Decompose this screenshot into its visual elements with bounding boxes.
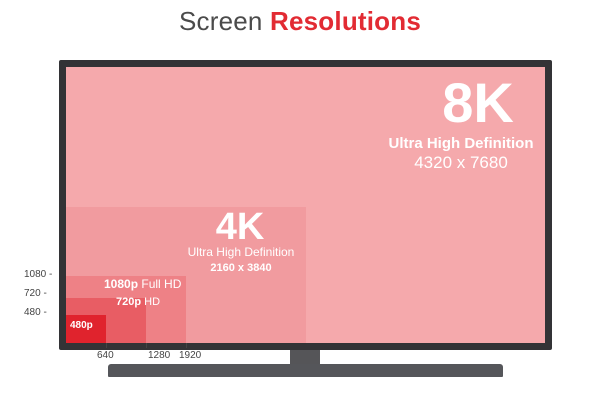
- y-tick-label-720: 720 -: [24, 288, 47, 299]
- label-8k: 8K: [442, 71, 514, 134]
- tv-screen-8k-area: 8K Ultra High Definition 4320 x 7680 4K …: [66, 67, 545, 343]
- y-tick-label-1080: 1080 -: [24, 269, 53, 280]
- tv-stand-neck: [290, 350, 320, 364]
- label-8k-subtitle: Ultra High Definition: [388, 135, 534, 152]
- x-tick-1280: [146, 343, 147, 348]
- label-1080p: 1080p Full HD: [104, 277, 181, 291]
- title-screen: Screen: [178, 6, 263, 36]
- label-480p: 480p: [70, 320, 93, 331]
- x-tick-1920: [186, 343, 187, 348]
- label-8k-dimensions: 4320 x 7680: [414, 153, 508, 172]
- y-tick-label-480: 480 -: [24, 307, 47, 318]
- x-tick-label-1280: 1280: [148, 350, 171, 361]
- area-480p: [66, 315, 106, 343]
- page-title: Screen Resolutions: [0, 6, 600, 37]
- label-1080p-name: 1080p: [104, 277, 139, 291]
- label-720p-name: 720p: [116, 296, 142, 308]
- label-720p: 720p HD: [116, 296, 160, 309]
- label-4k-dimensions: 2160 x 3840: [210, 262, 272, 274]
- x-tick-label-1920: 1920: [179, 350, 202, 361]
- label-4k-subtitle: Ultra High Definition: [187, 245, 295, 259]
- title-resolutions: Resolutions: [270, 6, 422, 36]
- label-720p-suffix: HD: [144, 296, 161, 308]
- label-1080p-suffix: Full HD: [141, 277, 182, 291]
- x-tick-label-640: 640: [97, 350, 114, 361]
- tv-stand-base: [108, 364, 503, 377]
- x-tick-640: [106, 343, 107, 348]
- label-4k: 4K: [215, 206, 265, 248]
